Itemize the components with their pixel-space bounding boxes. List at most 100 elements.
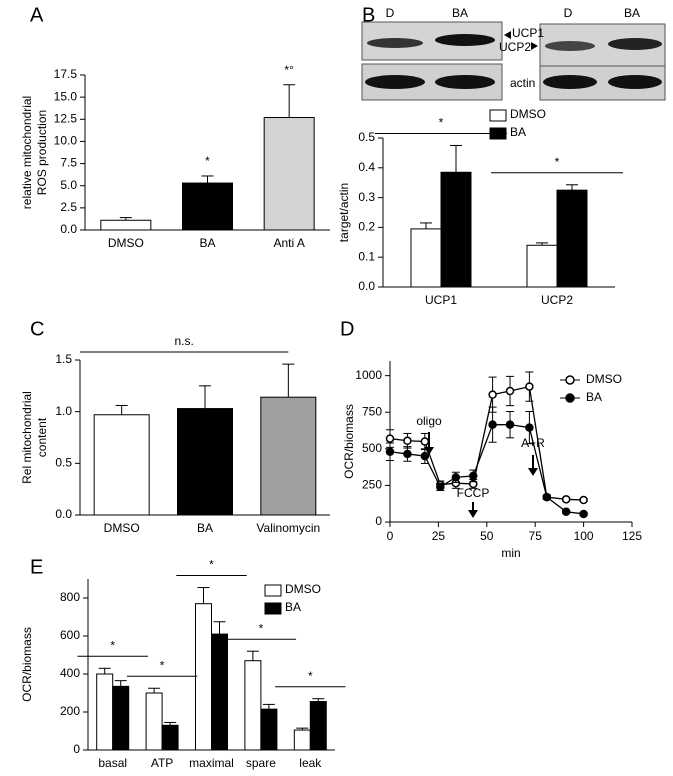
bar — [309, 701, 327, 751]
point — [468, 471, 478, 481]
y-axis-label: target/actin — [337, 183, 351, 242]
series-line — [389, 424, 584, 515]
band — [545, 41, 595, 51]
y-axis-label: OCR/biomass — [342, 404, 356, 479]
x-tick-label: DMSO — [108, 236, 144, 250]
band — [608, 75, 662, 89]
x-tick-label: 125 — [622, 529, 642, 543]
x-tick-label: Anti A — [273, 236, 304, 250]
bar — [161, 724, 179, 751]
x-tick-label: UCP2 — [541, 293, 573, 307]
x-tick-label: 50 — [480, 529, 494, 543]
point — [385, 434, 395, 443]
point — [505, 386, 515, 396]
annotation: n.s. — [174, 334, 193, 348]
point — [403, 436, 412, 446]
y-tick-label: 1.5 — [55, 352, 72, 366]
arrowhead — [504, 31, 511, 39]
x-tick-label: BA — [197, 521, 213, 535]
y-tick-label: 0.4 — [358, 160, 375, 174]
y-tick-label: 15.0 — [54, 89, 78, 103]
x-tick-label: 25 — [432, 529, 446, 543]
annotation: FCCP — [457, 486, 490, 500]
annotation: * — [308, 669, 313, 683]
bar — [526, 244, 558, 288]
y-axis-label: relative mitochondrial — [20, 96, 34, 209]
panel-label: D — [340, 318, 354, 340]
bar — [145, 692, 163, 751]
band — [367, 38, 423, 48]
legend-label: BA — [285, 600, 301, 614]
y-tick-label: 800 — [60, 590, 80, 604]
point — [525, 382, 534, 391]
y-axis-label: content — [35, 417, 49, 457]
legend-label: DMSO — [285, 582, 321, 596]
bar — [263, 117, 315, 231]
legend-label: BA — [586, 390, 602, 404]
legend-marker — [565, 393, 575, 403]
annotation: * — [209, 558, 214, 572]
point — [561, 507, 571, 517]
x-tick-label: spare — [246, 756, 276, 770]
y-tick-label: 1000 — [355, 368, 382, 382]
y-tick-label: 0.0 — [358, 279, 375, 293]
point — [451, 473, 461, 482]
arrow-head — [528, 468, 538, 476]
bar — [556, 189, 588, 288]
point — [403, 449, 412, 459]
blot-label: D — [564, 6, 573, 20]
blot-label: BA — [624, 6, 640, 20]
bar — [440, 171, 472, 288]
panel-label: C — [30, 318, 44, 340]
x-axis-label: min — [501, 546, 520, 560]
x-tick-label: 75 — [529, 529, 543, 543]
point — [420, 451, 430, 461]
point — [385, 447, 395, 456]
legend-swatch — [264, 602, 282, 615]
point — [420, 437, 430, 446]
bar — [100, 219, 152, 231]
band — [543, 75, 597, 89]
y-tick-label: 17.5 — [54, 67, 78, 81]
annotation: *° — [284, 63, 294, 77]
y-tick-label: 0.3 — [358, 190, 375, 204]
point — [579, 509, 588, 519]
y-tick-label: 10.0 — [54, 134, 78, 148]
y-axis-label: OCR/biomass — [20, 627, 34, 702]
y-tick-label: 600 — [60, 628, 80, 642]
blots: D BA D BA UCP1 UCP2 actin — [361, 6, 666, 101]
y-tick-label: 0.0 — [55, 507, 72, 521]
y-tick-label: 0.0 — [60, 222, 77, 236]
annotation: * — [110, 638, 115, 652]
x-tick-label: basal — [98, 756, 127, 770]
x-tick-label: UCP1 — [425, 293, 457, 307]
y-tick-label: 500 — [362, 441, 382, 455]
annotation: * — [555, 155, 560, 169]
bar — [96, 673, 114, 751]
y-tick-label: 250 — [362, 478, 382, 492]
x-tick-label: 100 — [574, 529, 594, 543]
legend-swatch — [489, 127, 507, 140]
point — [488, 390, 497, 399]
y-axis-label: ROS production — [35, 110, 49, 195]
y-tick-label: 0 — [375, 514, 382, 528]
y-tick-label: 12.5 — [54, 111, 78, 125]
y-tick-label: 0.1 — [358, 249, 375, 263]
bar — [410, 228, 442, 288]
x-tick-label: DMSO — [104, 521, 140, 535]
panel-label: E — [30, 556, 43, 578]
x-tick-label: BA — [199, 236, 215, 250]
legend-swatch — [489, 109, 507, 122]
arrowhead — [531, 42, 538, 50]
legend-label: DMSO — [510, 107, 546, 121]
panel-label: A — [30, 4, 44, 26]
bar — [177, 408, 233, 516]
y-tick-label: 1.0 — [55, 404, 72, 418]
y-tick-label: 200 — [60, 704, 80, 718]
band — [608, 38, 662, 50]
legend-label: DMSO — [586, 372, 622, 386]
y-tick-label: 0.5 — [55, 456, 72, 470]
blot-label: UCP1 — [512, 26, 544, 40]
point — [436, 482, 445, 492]
band — [365, 75, 425, 89]
